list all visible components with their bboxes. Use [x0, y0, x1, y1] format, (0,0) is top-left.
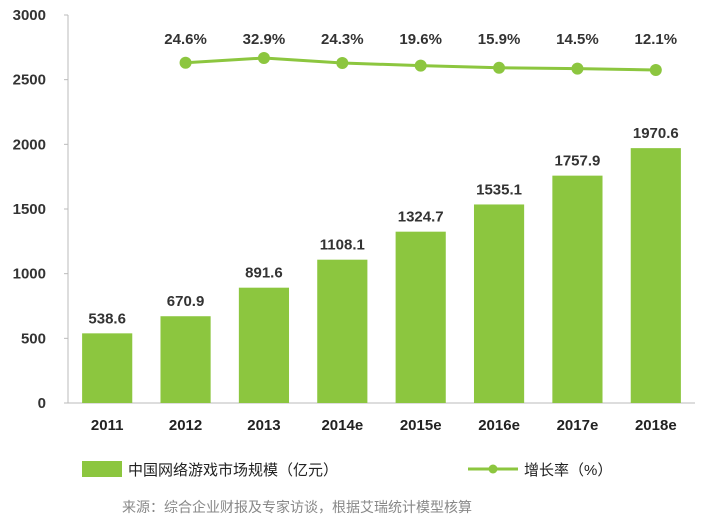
bars: [82, 148, 681, 403]
y-tick-labels: 0 500 1000 1500 2000 2500 3000: [13, 7, 68, 412]
growth-rate-label: 15.9%: [478, 31, 521, 48]
bar-2013: [238, 287, 290, 403]
growth-rate-label: 24.3%: [321, 31, 364, 48]
bar-2014e: [317, 259, 368, 403]
growth-rate-label: 14.5%: [556, 31, 599, 48]
x-tick-label: 2011: [91, 417, 124, 434]
bar-2018e: [630, 148, 681, 403]
growth-rate-label: 19.6%: [399, 31, 442, 48]
y-tick-label: 3000: [13, 7, 46, 24]
legend-bar-label: 中国网络游戏市场规模（亿元）: [128, 462, 338, 479]
x-tick-label: 2015e: [400, 417, 442, 434]
bar-value-label: 1324.7: [398, 209, 444, 226]
growth-rate-point: [414, 59, 427, 72]
y-tick-label: 0: [38, 395, 46, 412]
bar-2011: [82, 333, 133, 403]
bar-value-label: 538.6: [88, 310, 126, 327]
legend-line-marker: [488, 464, 498, 474]
x-tick-label: 2018e: [635, 417, 677, 434]
bar-2017e: [552, 175, 603, 403]
growth-rate-label: 24.6%: [164, 31, 207, 48]
bar-2016e: [473, 204, 525, 403]
growth-rate-label: 32.9%: [243, 31, 286, 48]
source-note: 来源：综合企业财报及专家访谈，根据艾瑞统计模型核算: [122, 499, 472, 515]
y-tick-label: 2500: [13, 72, 46, 89]
bar-value-label: 670.9: [167, 293, 205, 310]
x-tick-label: 2012: [169, 417, 202, 434]
legend-bar-swatch: [82, 461, 122, 477]
growth-rate-point: [649, 64, 662, 76]
bar-value-label: 1970.6: [633, 125, 679, 142]
y-tick-label: 1500: [13, 201, 46, 218]
growth-rate-point: [336, 56, 349, 69]
bar-2015e: [395, 231, 446, 403]
x-tick-label: 2014e: [321, 417, 363, 434]
growth-rate-point: [571, 62, 584, 75]
x-tick-label: 2016e: [478, 417, 520, 434]
y-tick-label: 500: [21, 330, 46, 347]
x-tick-labels: 2011 2012 2013 2014e 2015e 2016e 2017e 2018e: [91, 417, 677, 434]
growth-rate-point: [493, 61, 506, 74]
bar-2012: [160, 316, 211, 403]
x-tick-label: 2017e: [557, 417, 599, 434]
bar-value-label: 891.6: [245, 265, 283, 282]
legend: 中国网络游戏市场规模（亿元） 增长率（%）: [82, 461, 612, 479]
bar-value-label: 1757.9: [554, 153, 600, 170]
bar-labels: 538.6 670.9 891.6 1108.1 1324.7 1535.1 1757.9 1…: [88, 125, 678, 327]
growth-rate-point: [179, 56, 192, 69]
growth-rate-line: [179, 52, 662, 76]
legend-line-label: 增长率（%）: [524, 462, 612, 479]
y-tick-label: 1000: [13, 266, 46, 283]
growth-rate-label: 12.1%: [635, 31, 678, 48]
bar-value-label: 1108.1: [320, 237, 365, 254]
x-tick-label: 2013: [247, 417, 280, 434]
growth-rate-point: [257, 52, 270, 64]
bar-value-label: 1535.1: [476, 181, 522, 198]
y-tick-label: 2000: [13, 136, 46, 153]
growth-rate-labels: 24.6% 32.9% 24.3% 19.6% 15.9% 14.5% 12.1%: [164, 31, 677, 48]
